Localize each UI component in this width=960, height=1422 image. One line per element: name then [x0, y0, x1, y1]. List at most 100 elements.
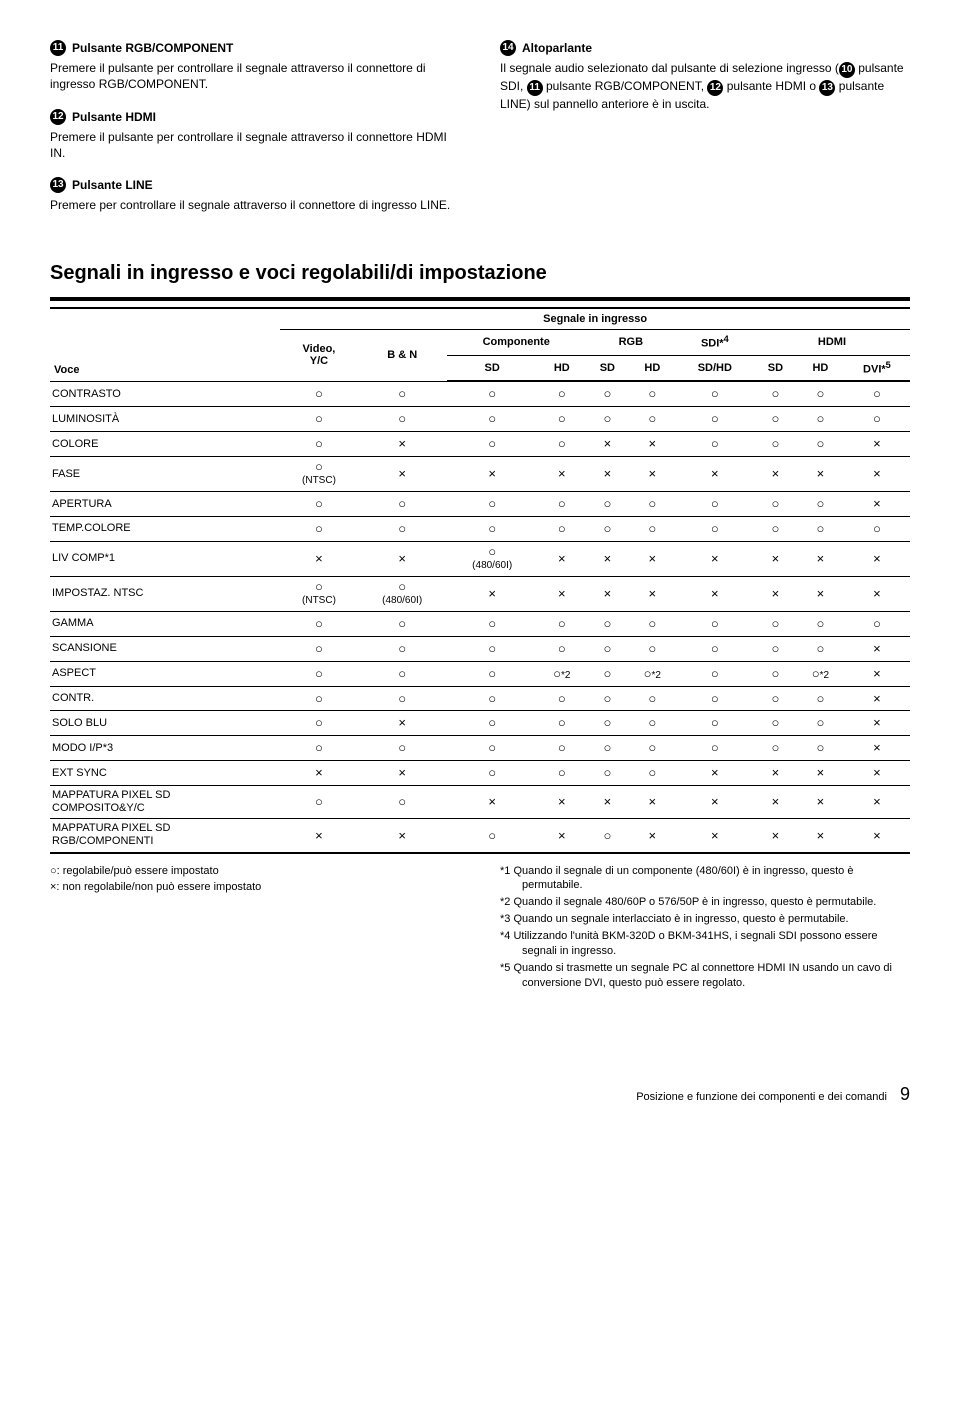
table-cell	[797, 576, 844, 611]
table-cell	[754, 611, 797, 636]
section-14-title: Altoparlante	[522, 40, 592, 56]
table-cell	[538, 456, 586, 491]
table-cell	[754, 432, 797, 457]
table-cell	[629, 456, 676, 491]
circled-11: 11	[50, 40, 66, 56]
table-cell	[447, 661, 538, 686]
table-cell	[538, 407, 586, 432]
table-cell	[797, 636, 844, 661]
table-cell	[447, 576, 538, 611]
table-cell	[358, 611, 447, 636]
table-cell	[797, 761, 844, 786]
table-cell	[538, 576, 586, 611]
section-11-head: 11 Pulsante RGB/COMPONENT	[50, 40, 460, 56]
table-cell	[844, 785, 910, 818]
table-cell	[447, 516, 538, 541]
table-cell	[447, 381, 538, 406]
table-cell	[797, 381, 844, 406]
table-cell	[797, 541, 844, 576]
table-cell	[280, 381, 358, 406]
table-cell	[358, 381, 447, 406]
table-cell	[280, 492, 358, 517]
section-13-body: Premere per controllare il segnale attra…	[50, 197, 460, 213]
row-label: COLORE	[50, 432, 280, 457]
table-cell	[447, 785, 538, 818]
table-cell	[844, 761, 910, 786]
table-cell	[797, 432, 844, 457]
table-cell	[797, 819, 844, 853]
table-cell	[676, 576, 754, 611]
table-cell	[676, 541, 754, 576]
footnote-2: *2 Quando il segnale 480/60P o 576/50P è…	[500, 895, 910, 910]
table-head: Voce Segnale in ingresso Video, Y/C B & …	[50, 308, 910, 382]
row-label: MAPPATURA PIXEL SD RGB/COMPONENTI	[50, 819, 280, 853]
table-heading: Segnali in ingresso e voci regolabili/di…	[50, 260, 910, 287]
table-cell	[538, 541, 586, 576]
table-cell	[797, 456, 844, 491]
table-cell	[447, 456, 538, 491]
table-cell	[447, 636, 538, 661]
table-cell	[844, 636, 910, 661]
table-row: CONTRASTO	[50, 381, 910, 406]
th-sdi-sdhd: SD/HD	[676, 355, 754, 381]
table-cell	[629, 492, 676, 517]
table-cell	[844, 661, 910, 686]
table-cell	[538, 819, 586, 853]
row-label: TEMP.COLORE	[50, 516, 280, 541]
table-cell	[358, 736, 447, 761]
table-cell	[629, 407, 676, 432]
table-cell	[629, 785, 676, 818]
th-sdi-sup: 4	[724, 334, 729, 344]
table-cell	[797, 686, 844, 711]
table-cell	[586, 516, 629, 541]
table-row: MAPPATURA PIXEL SD RGB/COMPONENTI	[50, 819, 910, 853]
th-rgb-hd: HD	[629, 355, 676, 381]
legend-ok: ○: regolabile/può essere impostato	[50, 864, 460, 879]
table-cell	[280, 636, 358, 661]
table-cell	[280, 407, 358, 432]
table-cell	[586, 661, 629, 686]
table-cell	[754, 576, 797, 611]
row-label: SOLO BLU	[50, 711, 280, 736]
right-column: 14 Altoparlante Il segnale audio selezio…	[500, 40, 910, 230]
table-cell: (NTSC)	[280, 576, 358, 611]
table-cell	[538, 492, 586, 517]
table-cell	[586, 819, 629, 853]
table-cell	[629, 711, 676, 736]
table-cell	[629, 381, 676, 406]
footnote-5: *5 Quando si trasmette un segnale PC al …	[500, 961, 910, 991]
th-video-txt: Video, Y/C	[303, 343, 336, 367]
capability-table: Voce Segnale in ingresso Video, Y/C B & …	[50, 307, 910, 854]
table-row: FASE(NTSC)	[50, 456, 910, 491]
th-video: Video, Y/C	[280, 330, 358, 382]
table-cell	[754, 492, 797, 517]
table-cell	[676, 711, 754, 736]
footnotes-col: *1 Quando il segnale di un componente (4…	[500, 864, 910, 993]
table-cell	[797, 711, 844, 736]
legend-no: ×: non regolabile/non può essere imposta…	[50, 880, 460, 895]
inline-circ-10: 10	[839, 62, 855, 78]
table-row: LIV COMP*1(480/60I)	[50, 541, 910, 576]
table-cell	[844, 736, 910, 761]
th-dvi-txt: DVI*	[863, 364, 886, 376]
footnote-1: *1 Quando il segnale di un componente (4…	[500, 864, 910, 894]
left-column: 11 Pulsante RGB/COMPONENT Premere il pul…	[50, 40, 460, 230]
table-cell	[447, 611, 538, 636]
table-cell	[844, 576, 910, 611]
table-cell	[280, 432, 358, 457]
table-cell	[586, 492, 629, 517]
section-14-head: 14 Altoparlante	[500, 40, 910, 56]
table-cell	[586, 576, 629, 611]
th-hdmi-hd: HD	[797, 355, 844, 381]
th-hdmi-sd: SD	[754, 355, 797, 381]
legend-col: ○: regolabile/può essere impostato ×: no…	[50, 864, 460, 993]
th-componente: Componente	[447, 330, 586, 356]
page-number: 9	[900, 1084, 910, 1104]
table-cell	[358, 661, 447, 686]
table-cell	[754, 819, 797, 853]
table-cell	[844, 432, 910, 457]
table-cell	[280, 736, 358, 761]
table-cell	[358, 761, 447, 786]
section-12-head: 12 Pulsante HDMI	[50, 109, 460, 125]
inline-circ-13: 13	[819, 80, 835, 96]
